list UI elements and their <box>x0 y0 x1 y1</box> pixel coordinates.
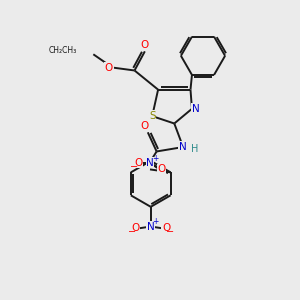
Text: N: N <box>146 158 154 168</box>
Text: N: N <box>147 221 154 232</box>
Text: N: N <box>179 142 187 152</box>
Text: N: N <box>192 104 200 114</box>
Text: H: H <box>191 144 199 154</box>
Text: O: O <box>141 122 149 131</box>
Text: O: O <box>157 164 165 174</box>
Text: O: O <box>135 158 143 168</box>
Text: O: O <box>131 223 140 233</box>
Text: O: O <box>105 62 113 73</box>
Text: +: + <box>152 217 159 226</box>
Text: −: − <box>130 162 138 172</box>
Text: S: S <box>149 111 155 121</box>
Text: O: O <box>162 223 170 233</box>
Text: O: O <box>141 40 149 50</box>
Text: −: − <box>166 227 174 237</box>
Text: CH₂CH₃: CH₂CH₃ <box>49 46 77 55</box>
Text: −: − <box>128 227 136 237</box>
Text: +: + <box>152 154 158 163</box>
